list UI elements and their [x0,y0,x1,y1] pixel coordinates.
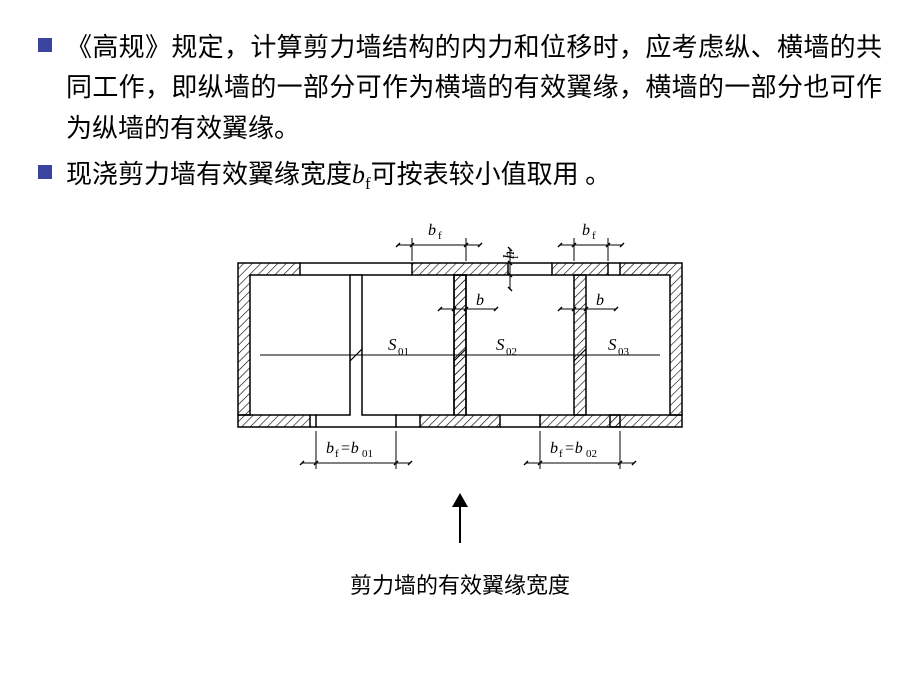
eq-left-f: f [335,448,339,460]
label-s02: S [496,335,505,354]
dim-b-left: b [440,292,496,317]
bullet-marker [38,165,52,179]
top-flange-right [552,263,608,275]
eq-left-01: 01 [362,448,373,460]
dim-bf-b01: b f =b 01 [302,431,410,469]
label-b1: b [476,292,484,309]
label-hf-sub: f [509,255,521,259]
diagram-container: b f b f h [38,205,882,600]
right-outer-wall [610,263,682,427]
bullet-2-var: b [352,160,365,189]
dim-bf-b02: b f =b 02 [526,431,634,469]
eq-left-b: b [326,440,334,457]
label-bf1-sub: f [438,230,442,242]
bullet-2-part-a: 现浇剪力墙有效翼缘宽度 [66,160,352,189]
arrow-up-icon [452,493,468,543]
label-s01: S [388,335,397,354]
diagram: b f b f h [200,205,720,600]
bullet-item: 现浇剪力墙有效翼缘宽度bf可按表较小值取用 。 [38,155,882,197]
bullet-item: 《高规》规定，计算剪力墙结构的内力和位移时，应考虑纵、横墙的共同工作，即纵墙的一… [38,28,882,149]
diagram-svg: b f b f h [200,205,720,555]
dim-bf-top-right: b f [560,222,622,261]
eq-right-eqb: =b [564,440,583,457]
inner-t-left [316,275,396,427]
eq-right-f: f [559,448,563,460]
inner-i-mid [420,275,500,427]
label-bf2: b [582,222,590,239]
eq-right-b: b [550,440,558,457]
eq-right-02: 02 [586,448,597,460]
dim-b-right: b [560,292,616,317]
slide: 《高规》规定，计算剪力墙结构的内力和位移时，应考虑纵、横墙的共同工作，即纵墙的一… [0,0,920,600]
left-outer-wall [238,263,310,427]
label-bf2-sub: f [592,230,596,242]
eq-left-eqb: =b [340,440,359,457]
dim-bf-top-left: b f [398,222,480,261]
top-flange-mid [412,263,508,275]
bullet-text-1: 《高规》规定，计算剪力墙结构的内力和位移时，应考虑纵、横墙的共同工作，即纵墙的一… [66,28,882,149]
label-s03: S [608,335,617,354]
label-s03-sub: 03 [618,346,630,358]
bullet-text-2: 现浇剪力墙有效翼缘宽度bf可按表较小值取用 。 [66,155,611,197]
label-bf1: b [428,222,436,239]
label-b2: b [596,292,604,309]
bullet-2-part-b: 可按表较小值取用 。 [371,160,612,189]
label-s02-sub: 02 [506,346,517,358]
label-s01-sub: 01 [398,346,409,358]
bullet-marker [38,38,52,52]
diagram-caption: 剪力墙的有效翼缘宽度 [200,568,720,600]
